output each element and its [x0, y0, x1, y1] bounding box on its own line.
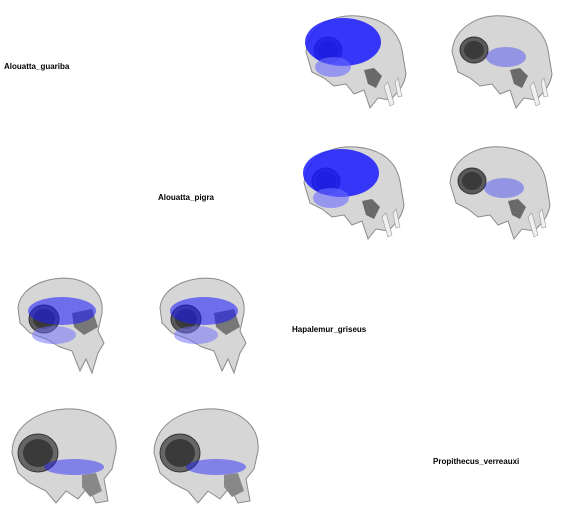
skull-propithecus-verreauxi-b	[150, 403, 265, 511]
species-label-hapalemur-griseus: Hapalemur_griseus	[292, 325, 367, 334]
skull-alouatta-pigra-heatmap	[296, 143, 411, 243]
skull-propithecus-verreauxi-a	[8, 403, 123, 511]
skull-hapalemur-griseus-heatmap-b	[154, 273, 254, 378]
skull-drawing	[305, 15, 407, 110]
species-label-alouatta-guariba: Alouatta_guariba	[4, 62, 70, 71]
species-label-propithecus-verreauxi: Propithecus_verreauxi	[433, 457, 520, 466]
skull-drawing	[159, 277, 247, 375]
skull-drawing	[451, 15, 553, 110]
skull-drawing	[449, 146, 551, 241]
species-label-alouatta-pigra: Alouatta_pigra	[158, 193, 215, 202]
skull-drawing	[303, 146, 405, 241]
skull-drawing	[17, 277, 105, 375]
skull-alouatta-guariba-reference	[444, 12, 559, 112]
skull-hapalemur-griseus-heatmap-a	[12, 273, 112, 378]
skull-drawing	[153, 408, 259, 504]
skull-alouatta-guariba-heatmap	[298, 12, 413, 112]
skull-alouatta-pigra-reference	[442, 143, 557, 243]
skull-drawing	[11, 408, 117, 504]
